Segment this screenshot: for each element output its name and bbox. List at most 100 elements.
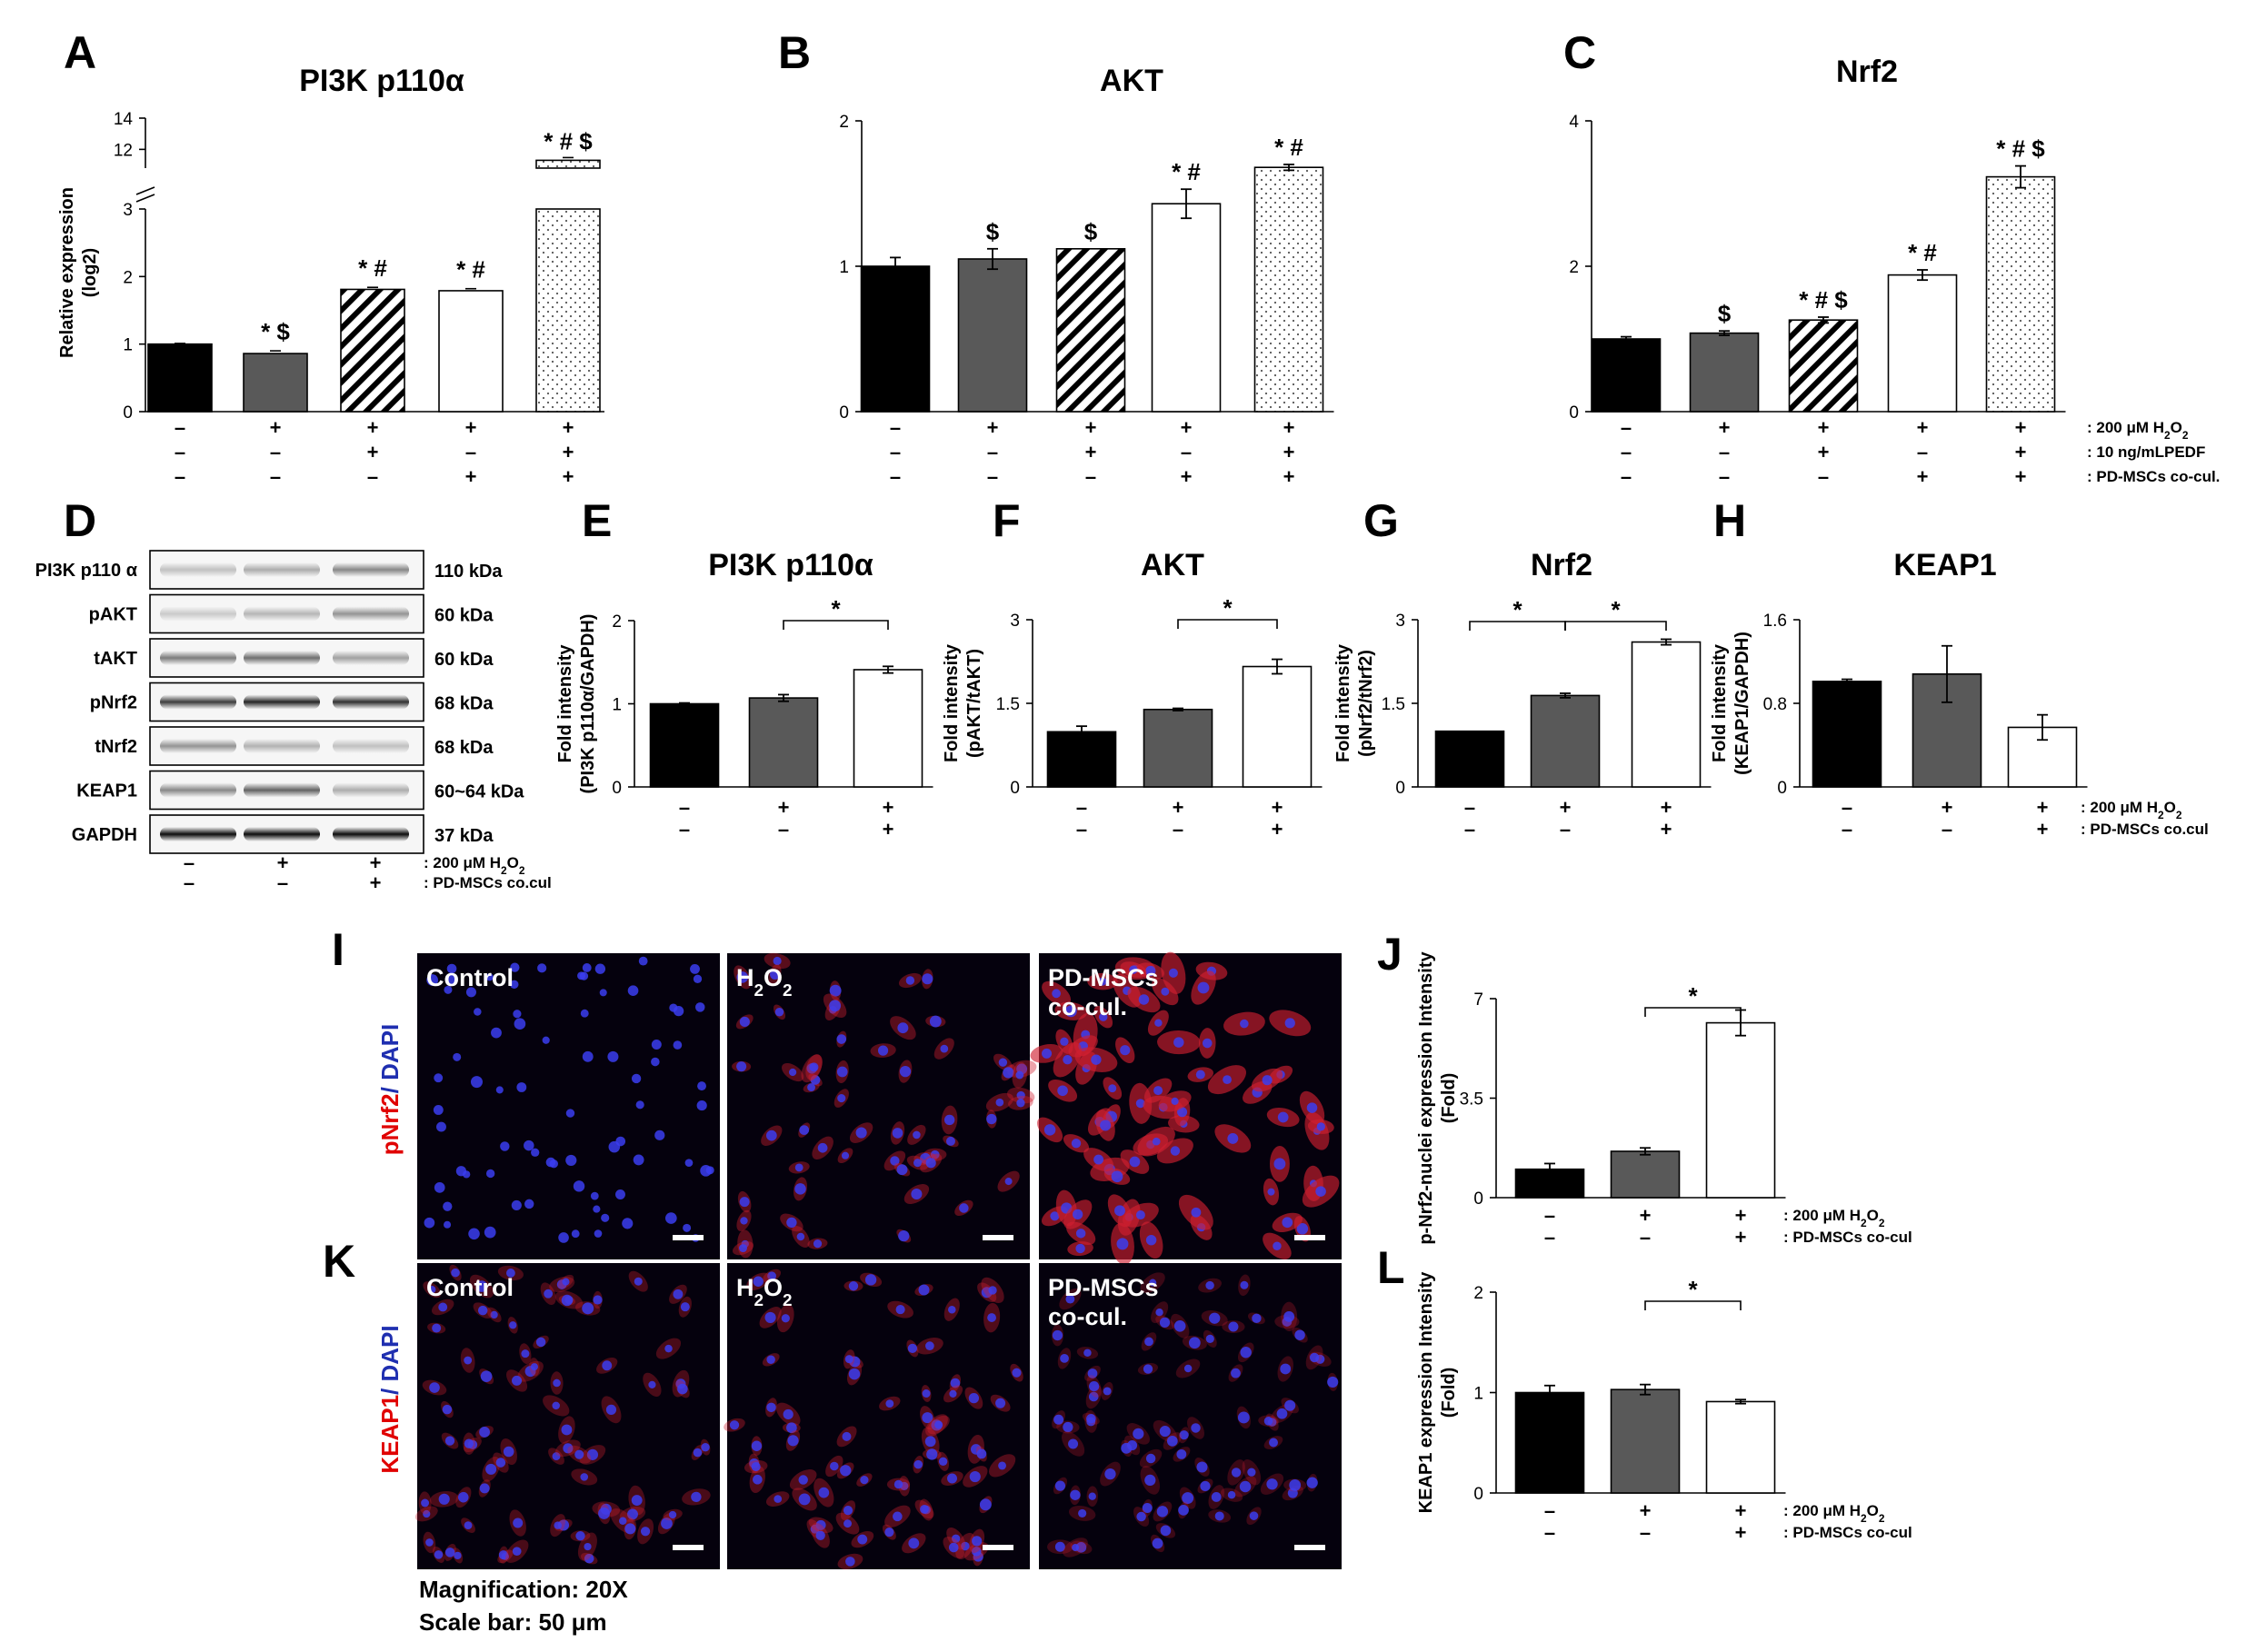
condition-sign: – <box>1719 465 1730 488</box>
nucleus <box>1012 1368 1022 1378</box>
condition-sign: + <box>367 416 379 439</box>
nucleus <box>454 1551 462 1560</box>
nucleus <box>516 1082 527 1092</box>
nucleus <box>995 1098 1004 1107</box>
condition-sign: + <box>1283 465 1295 488</box>
condition-sign: – <box>1076 818 1087 841</box>
nucleus <box>1155 1309 1163 1317</box>
nucleus <box>1231 1468 1242 1478</box>
nucleus <box>654 1130 665 1140</box>
nucleus <box>535 1337 546 1348</box>
nucleus <box>1091 1054 1102 1065</box>
blot-band <box>333 562 409 577</box>
nucleus <box>1173 1037 1184 1048</box>
condition-sign: + <box>778 796 790 819</box>
bar-L-1 <box>1514 1391 1585 1494</box>
condition-table-F: – + +– – + <box>1076 796 1283 841</box>
condition-sign: – <box>1818 465 1829 488</box>
nucleus <box>1284 1399 1296 1411</box>
chart-title-G: Nrf2 <box>1531 548 1592 582</box>
panel-label-G: G <box>1363 495 1399 546</box>
condition-sign: – <box>1621 416 1632 439</box>
blot-band <box>160 562 236 577</box>
blot-band <box>333 782 409 798</box>
condition-sign: + <box>1272 818 1283 841</box>
condition-sign: + <box>1560 796 1572 819</box>
nucleus <box>913 1459 923 1469</box>
nucleus <box>1060 1353 1069 1363</box>
nucleus <box>798 1493 811 1506</box>
nucleus <box>530 1363 538 1371</box>
y-tick-label-J: 7 <box>1473 990 1483 1010</box>
text-span: O <box>2164 799 2176 816</box>
text-span: : 200 μM H <box>2087 419 2164 436</box>
nucleus <box>830 1461 839 1471</box>
micrograph-row-label: pNrf2/ DAPI <box>376 1024 404 1155</box>
nucleus <box>1160 1525 1172 1537</box>
micrograph-label: PD-MSCs <box>1048 964 1159 991</box>
nucleus <box>673 1006 684 1017</box>
nucleus <box>1156 1506 1169 1518</box>
nucleus <box>907 1343 918 1354</box>
nucleus <box>787 1435 799 1447</box>
nucleus <box>1168 968 1178 978</box>
nucleus <box>1073 1209 1083 1220</box>
significance-mark-A: * # <box>358 254 387 282</box>
chart-title-B: AKT <box>1100 64 1163 98</box>
bar-group-F <box>1046 658 1313 788</box>
micrograph-pnrf2-2 <box>727 952 1037 1259</box>
nucleus <box>976 1448 987 1459</box>
condition-table-J: – + +: 200 μM H2O2– – +: PD-MSCs co-cul <box>1544 1204 1912 1249</box>
condition-sign: + <box>1085 416 1097 439</box>
nucleus <box>1108 1084 1117 1093</box>
nucleus <box>845 1557 855 1567</box>
nucleus <box>594 963 606 974</box>
y-axis-label-H: (KEAP1/GAPDH) <box>1732 632 1752 775</box>
nucleus <box>490 1310 498 1319</box>
condition-table-C: – + + + +: 200 μM H2O2– – + – +: 10 ng/mLPEDF– – –… <box>1621 416 2221 488</box>
significance-mark-A: * $ <box>261 318 290 345</box>
nucleus <box>434 1182 445 1193</box>
text-span: : 10 ng/mLPEDF <box>2087 443 2205 461</box>
condition-sign: – <box>679 818 690 841</box>
panel-label-J: J <box>1377 929 1403 980</box>
nucleus <box>453 1052 462 1061</box>
nucleus <box>1003 1067 1014 1079</box>
nucleus <box>424 1217 435 1229</box>
nucleus <box>434 1550 444 1559</box>
text-span: : 200 μM H <box>1783 1207 1861 1224</box>
condition-sign: – <box>1544 1499 1555 1522</box>
nucleus <box>818 1487 830 1498</box>
significance-star-G: * <box>1512 596 1522 623</box>
scale-bar-caption: Scale bar: 50 μm <box>419 1608 607 1636</box>
condition-sign: + <box>883 796 894 819</box>
condition-sign: + <box>465 416 477 439</box>
nucleus <box>1063 1055 1073 1065</box>
condition-sign: + <box>1917 465 1929 488</box>
nucleus <box>943 1114 955 1126</box>
text-span: : PD-MSCs co.cul <box>424 874 552 891</box>
nucleus <box>677 1383 688 1395</box>
y-axis-label-G: Fold intensity <box>1333 643 1353 762</box>
nucleus <box>1135 1210 1145 1220</box>
nucleus <box>1252 1313 1262 1324</box>
significance-bracket-G <box>1564 621 1667 631</box>
chart-J: 0 3.5 7 p-Nrf2-nuclei expression Intensity(… <box>1416 950 1786 1245</box>
nucleus <box>594 1229 603 1238</box>
text-span: O <box>507 854 519 871</box>
bar-B-4 <box>1151 203 1222 413</box>
condition-sign: – <box>890 465 901 488</box>
nucleus <box>1197 981 1210 994</box>
micrograph-label: H2O2 <box>736 1274 793 1310</box>
nucleus <box>855 1127 867 1139</box>
nucleus <box>751 1440 763 1451</box>
micrograph-label: H2O2 <box>736 964 793 1000</box>
nucleus <box>693 1448 703 1458</box>
nucleus <box>640 1527 651 1537</box>
nucleus <box>1060 1037 1069 1046</box>
nucleus <box>423 1509 431 1518</box>
nucleus <box>1088 1492 1096 1500</box>
nucleus <box>661 1518 673 1529</box>
nucleus <box>1078 1508 1087 1518</box>
nucleus <box>1015 1070 1024 1080</box>
